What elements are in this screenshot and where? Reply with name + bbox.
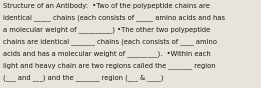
Text: (___ and ___) and the _______ region (___ & ____): (___ and ___) and the _______ region (__… bbox=[3, 74, 163, 81]
Text: chains are identical _______ chains (each consists of ____ amino: chains are identical _______ chains (eac… bbox=[3, 39, 217, 45]
Text: acids and has a molecular weight of _________).  •Within each: acids and has a molecular weight of ____… bbox=[3, 51, 210, 57]
Text: Structure of an Antibody:  •Two of the polypeptide chains are: Structure of an Antibody: •Two of the po… bbox=[3, 3, 210, 9]
Text: identical _____ chains (each consists of _____ amino acids and has: identical _____ chains (each consists of… bbox=[3, 15, 225, 21]
Text: light and heavy chain are two regions called the _______ region: light and heavy chain are two regions ca… bbox=[3, 62, 215, 69]
Text: a molecular weight of __________) •The other two polypeptide: a molecular weight of __________) •The o… bbox=[3, 27, 210, 33]
